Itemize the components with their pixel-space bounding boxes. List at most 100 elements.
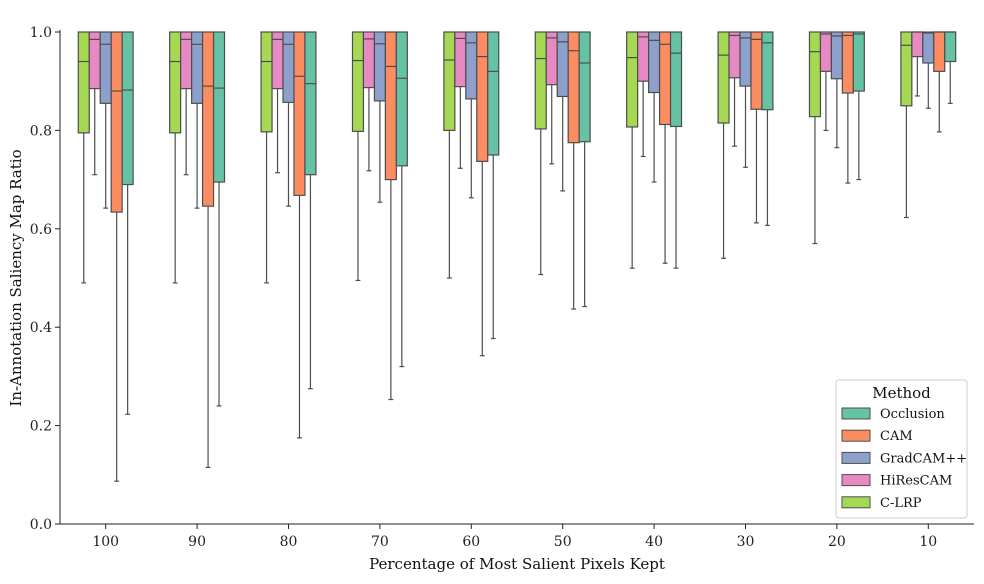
box-cam-70 (384, 31, 397, 401)
box-gradcam--60 (465, 31, 478, 199)
box-iqr (465, 31, 478, 100)
box-c-lrp-80 (260, 31, 273, 284)
legend-swatch (841, 429, 871, 442)
box-iqr (819, 31, 833, 72)
y-tick-label: 0.0 (30, 517, 52, 533)
box-iqr (77, 31, 90, 134)
box-occlusion-50 (578, 31, 591, 308)
box-iqr (669, 31, 683, 128)
box-iqr (110, 31, 123, 213)
box-iqr (293, 31, 306, 196)
box-occlusion-60 (487, 31, 500, 340)
legend-title: Method (872, 384, 931, 402)
box-iqr (351, 31, 365, 132)
box-hirescam-30 (728, 31, 741, 147)
box-iqr (739, 31, 752, 87)
box-gradcam--80 (282, 31, 295, 207)
box-iqr (761, 31, 774, 111)
x-tick-label: 50 (554, 534, 572, 550)
box-gradcam--50 (556, 31, 569, 192)
box-iqr (830, 31, 843, 80)
box-gradcam--40 (648, 31, 661, 183)
box-hirescam-10 (911, 31, 924, 97)
box-occlusion-30 (761, 31, 774, 226)
legend-items: Occlusion CAM GradCAM++ HiResCAM C-LRP (841, 407, 967, 511)
x-tick-label: 100 (92, 534, 119, 550)
axes (59, 30, 974, 525)
box-iqr (567, 31, 580, 144)
box-iqr (922, 31, 935, 64)
box-occlusion-20 (852, 31, 865, 181)
box-iqr (454, 31, 467, 88)
box-iqr (362, 31, 376, 89)
box-iqr (271, 31, 284, 90)
box-iqr (545, 31, 558, 86)
box-hirescam-100 (88, 31, 101, 176)
box-iqr (121, 31, 134, 186)
box-iqr (201, 31, 215, 207)
box-hirescam-70 (362, 31, 376, 172)
box-c-lrp-90 (169, 31, 182, 284)
legend-swatch (841, 496, 871, 509)
box-iqr (626, 31, 639, 128)
box-iqr (852, 31, 865, 92)
box-cam-80 (293, 31, 306, 439)
box-iqr (487, 31, 500, 156)
box-iqr (260, 31, 273, 133)
box-c-lrp-30 (717, 31, 730, 259)
box-iqr (534, 31, 547, 130)
box-hirescam-90 (180, 31, 193, 176)
box-c-lrp-50 (534, 31, 547, 276)
x-tick-label: 70 (371, 534, 389, 550)
box-iqr (88, 31, 101, 90)
box-c-lrp-40 (626, 31, 639, 269)
box-cam-90 (201, 31, 215, 469)
y-tick-label: 0.4 (30, 320, 52, 336)
box-iqr (191, 31, 204, 104)
box-iqr (717, 31, 730, 124)
box-gradcam--10 (922, 31, 935, 109)
y-tick-label: 0.6 (30, 222, 52, 238)
box-c-lrp-70 (351, 31, 365, 282)
box-iqr (578, 31, 591, 143)
box-iqr (750, 31, 763, 110)
box-gradcam--30 (739, 31, 752, 168)
box-iqr (212, 31, 226, 183)
box-iqr (169, 31, 182, 134)
box-hirescam-50 (545, 31, 558, 165)
box-iqr (373, 31, 386, 102)
legend-label: HiResCAM (880, 474, 952, 489)
box-c-lrp-60 (443, 31, 456, 279)
y-tick-label: 0.2 (30, 419, 52, 435)
box-cam-40 (658, 31, 672, 264)
legend-swatch (841, 407, 871, 420)
box-iqr (728, 31, 741, 79)
box-occlusion-40 (669, 31, 683, 269)
x-tick-label: 80 (280, 534, 298, 550)
legend-swatch (841, 451, 871, 464)
box-gradcam--70 (373, 31, 386, 203)
box-c-lrp-10 (900, 31, 913, 219)
box-c-lrp-20 (808, 31, 822, 245)
box-occlusion-90 (212, 31, 226, 407)
box-cam-30 (750, 31, 763, 224)
x-tick-label: 40 (645, 534, 663, 550)
box-iqr (395, 31, 408, 167)
box-iqr (637, 31, 650, 82)
box-iqr (304, 31, 317, 176)
box-iqr (841, 31, 854, 94)
box-iqr (944, 31, 957, 63)
legend-swatch (841, 474, 871, 487)
box-occlusion-100 (121, 31, 134, 415)
box-iqr (476, 31, 489, 162)
legend-label: GradCAM++ (880, 451, 967, 466)
box-iqr (180, 31, 193, 90)
legend: Method Occlusion CAM GradCAM++ HiResCAM C-LR… (835, 379, 968, 519)
y-tick-label: 1.0 (30, 25, 52, 41)
box-iqr (648, 31, 661, 94)
box-hirescam-20 (819, 31, 833, 131)
box-c-lrp-100 (77, 31, 90, 284)
box-cam-60 (476, 31, 489, 357)
tick-labels: 0.0 0.2 0.4 0.6 0.8 1.0 100 90 80 70 60 50 40 30 20 10 (30, 25, 937, 550)
